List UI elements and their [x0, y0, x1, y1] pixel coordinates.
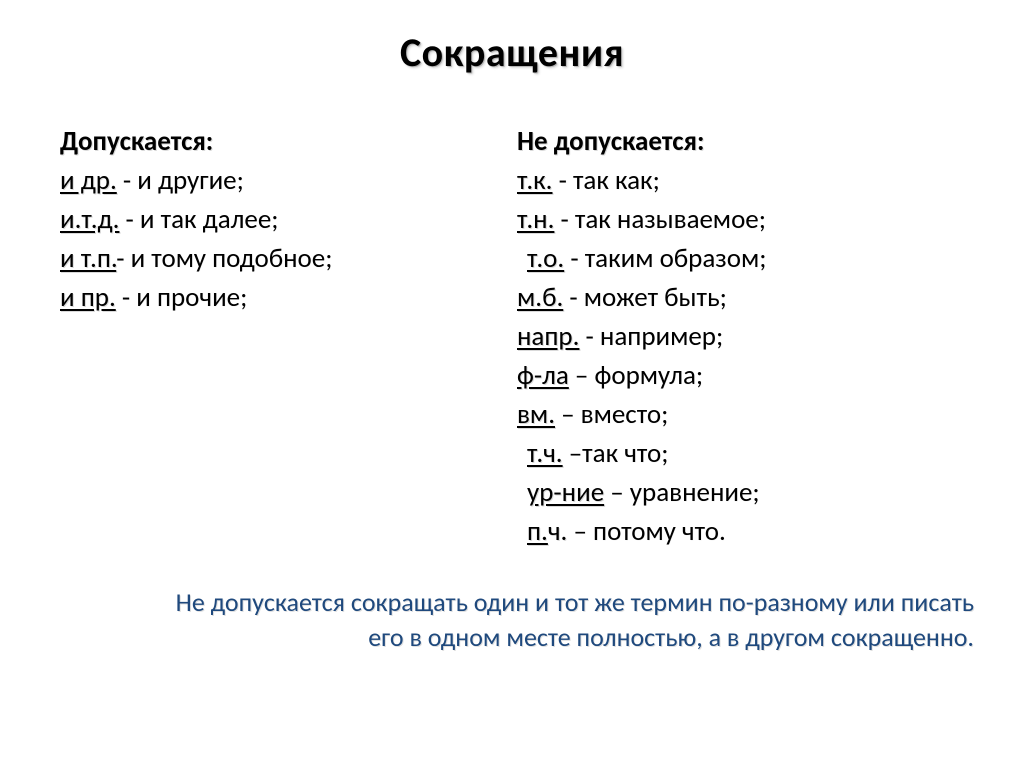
allowed-expansion: - и тому подобное;	[116, 242, 332, 275]
footer-note: Не допускается сокращать один и тот же т…	[50, 585, 974, 655]
not-allowed-item: ф-ла – формула;	[517, 359, 964, 392]
allowed-expansion: - и так далее;	[119, 203, 278, 236]
allowed-item: и др. - и другие;	[60, 164, 507, 197]
not-allowed-column: Не допускается: т.к. - так как; т.н. - та…	[507, 125, 964, 554]
allowed-abbr: и т.п.	[60, 242, 116, 275]
slide-title: Сокращения	[60, 28, 964, 77]
not-allowed-list: т.к. - так как; т.н. - так называемое; т.о…	[517, 164, 964, 548]
slide: Сокращения Допускается: и др. - и другие…	[0, 0, 1024, 767]
not-allowed-item: п.ч. – потому что.	[517, 515, 964, 548]
allowed-list: и др. - и другие;и.т.д. - и так далее;и …	[60, 164, 507, 314]
footer-line2: его в одном месте полностью, а в другом …	[368, 621, 974, 653]
footer-line1: Не допускается сокращать один и тот же т…	[176, 586, 974, 618]
not-allowed-abbr: вм.	[517, 398, 555, 431]
not-allowed-abbr: напр.	[517, 320, 579, 353]
not-allowed-abbr: ур-ние	[527, 476, 604, 509]
allowed-item: и.т.д. - и так далее;	[60, 203, 507, 236]
not-allowed-abbr: т.н.	[517, 203, 554, 236]
not-allowed-item: т.ч. –так что;	[517, 437, 964, 470]
not-allowed-heading: Не допускается:	[517, 125, 964, 158]
allowed-abbr: и пр.	[60, 281, 116, 314]
allowed-column: Допускается: и др. - и другие; и.т.д. - и…	[60, 125, 507, 554]
not-allowed-abbr: м.б.	[517, 281, 563, 314]
allowed-item: и т.п.- и тому подобное;	[60, 242, 507, 275]
not-allowed-abbr: п.	[527, 515, 548, 548]
not-allowed-expansion: - так как;	[553, 164, 660, 197]
not-allowed-abbr: т.ч.	[527, 437, 563, 470]
allowed-item: и пр. - и прочие;	[60, 281, 507, 314]
not-allowed-abbr-rest: ч.	[548, 515, 567, 548]
not-allowed-item: т.к. - так как;	[517, 164, 964, 197]
not-allowed-item: м.б. - может быть;	[517, 281, 964, 314]
not-allowed-item: т.о. - таким образом;	[517, 242, 964, 275]
not-allowed-item: вм. – вместо;	[517, 398, 964, 431]
not-allowed-expansion: - таким образом;	[564, 242, 766, 275]
not-allowed-expansion: - так называемое;	[554, 203, 766, 236]
not-allowed-abbr: ф-ла	[517, 359, 569, 392]
not-allowed-item: ур-ние – уравнение;	[517, 476, 964, 509]
not-allowed-expansion: - может быть;	[563, 281, 727, 314]
not-allowed-abbr: т.о.	[527, 242, 564, 275]
allowed-abbr: и др.	[60, 164, 117, 197]
not-allowed-expansion: - например;	[579, 320, 723, 353]
content-columns: Допускается: и др. - и другие; и.т.д. - и…	[60, 125, 964, 554]
not-allowed-expansion: – вместо;	[555, 398, 668, 431]
not-allowed-abbr: т.к.	[517, 164, 553, 197]
not-allowed-item: напр. - например;	[517, 320, 964, 353]
not-allowed-item: т.н. - так называемое;	[517, 203, 964, 236]
allowed-heading: Допускается:	[60, 125, 507, 158]
allowed-expansion: - и прочие;	[116, 281, 248, 314]
not-allowed-expansion: –так что;	[563, 437, 669, 470]
not-allowed-expansion: – потому что.	[567, 515, 725, 548]
allowed-abbr: и.т.д.	[60, 203, 119, 236]
not-allowed-expansion: – уравнение;	[604, 476, 760, 509]
not-allowed-expansion: – формула;	[569, 359, 703, 392]
allowed-expansion: - и другие;	[117, 164, 244, 197]
